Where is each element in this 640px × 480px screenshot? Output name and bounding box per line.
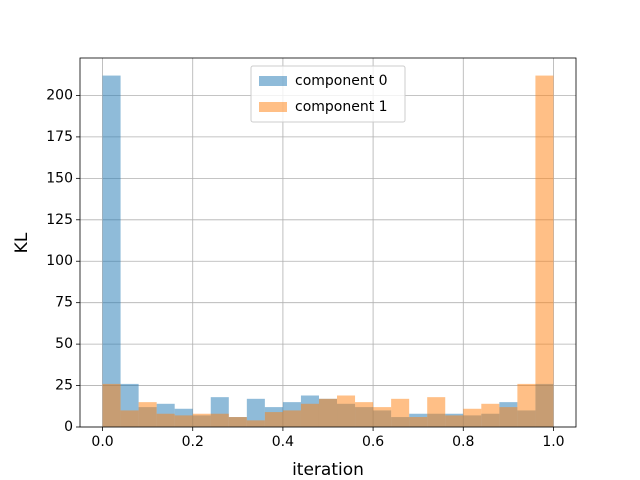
legend-label: component 1 <box>295 99 388 115</box>
histogram-bar <box>373 407 392 427</box>
y-tick-label: 175 <box>46 129 73 145</box>
x-tick-label: 0.6 <box>362 434 384 450</box>
histogram-bar <box>210 413 229 427</box>
histogram-bar <box>156 413 175 427</box>
y-tick-label: 25 <box>55 378 73 394</box>
histogram-bar <box>318 398 338 427</box>
y-axis-label: KL <box>12 232 32 253</box>
y-tick-label: 50 <box>55 336 73 352</box>
histogram-bar <box>246 420 265 427</box>
histogram-bar <box>499 407 518 427</box>
histogram-bar <box>282 410 301 427</box>
histogram-bar <box>228 417 247 427</box>
histogram-bar <box>102 383 121 427</box>
x-axis-label: iteration <box>292 460 364 480</box>
y-tick-label: 150 <box>46 170 73 186</box>
histogram-bar <box>391 398 410 427</box>
x-tick-label: 0.4 <box>272 434 294 450</box>
x-tick-label: 0.2 <box>182 434 204 450</box>
legend-swatch <box>259 102 287 112</box>
histogram-bar <box>120 410 139 427</box>
histogram-bar <box>264 412 283 427</box>
y-tick-label: 125 <box>46 212 73 228</box>
histogram-bar <box>409 417 428 427</box>
histogram-bar <box>463 408 482 427</box>
histogram-bar <box>445 415 464 427</box>
histogram-bar <box>102 75 121 428</box>
histogram-bar <box>481 403 500 427</box>
histogram-bar <box>174 415 193 427</box>
x-tick-label: 0.8 <box>452 434 474 450</box>
histogram-bar <box>138 402 157 427</box>
histogram-bar <box>192 413 211 427</box>
x-tick-label: 1.0 <box>542 434 564 450</box>
y-tick-label: 75 <box>55 295 73 311</box>
histogram-bar <box>300 403 319 427</box>
histogram-bar <box>246 398 265 427</box>
x-tick-label: 0.0 <box>91 434 113 450</box>
histogram-bar <box>355 402 374 427</box>
y-tick-label: 200 <box>46 87 73 103</box>
plot-frame <box>79 57 577 428</box>
legend-box <box>250 65 406 123</box>
legend-label: component 0 <box>295 73 388 89</box>
y-tick-label: 100 <box>46 253 73 269</box>
legend-swatch <box>259 76 287 86</box>
y-tick-label: 0 <box>64 419 73 435</box>
histogram-bar <box>535 75 554 428</box>
histogram-bar <box>517 383 536 427</box>
legend: component 0 component 1 <box>250 65 406 123</box>
histogram-bar <box>427 397 446 427</box>
histogram-bar <box>337 395 356 427</box>
